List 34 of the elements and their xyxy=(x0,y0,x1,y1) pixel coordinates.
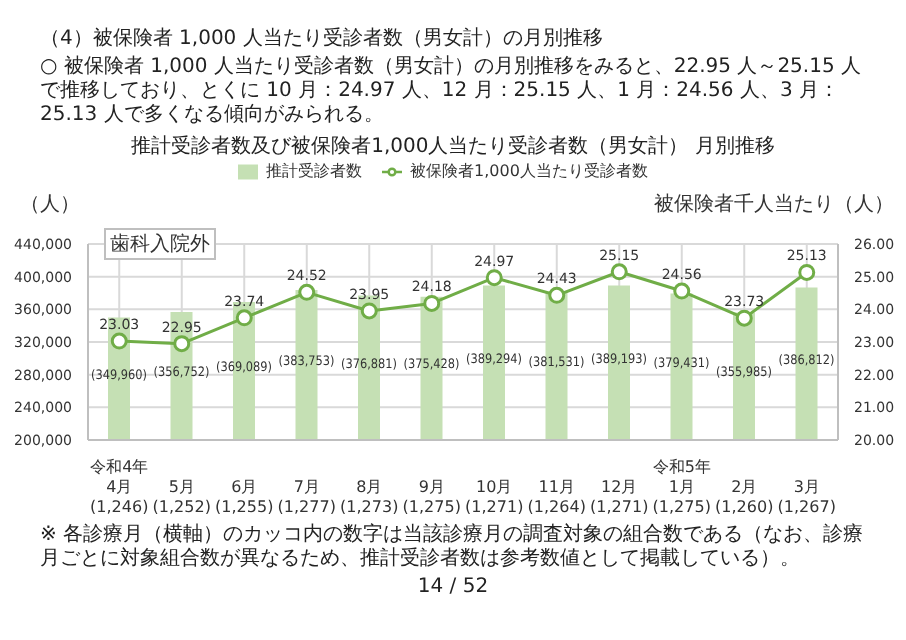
x-tick-label: 7月 (1,277) xyxy=(277,478,336,516)
text: （4）被保険者 1,000 人当たり受診者数（男女計）の月別推移 xyxy=(40,28,605,52)
x-tick-label: 12月 (1,271) xyxy=(590,478,649,516)
point xyxy=(235,309,253,327)
point xyxy=(548,286,566,304)
point xyxy=(423,294,441,312)
x-tick-label: 令和4年 4月 (1,246) xyxy=(90,458,149,516)
x-tick-label: 2月 (1,260) xyxy=(715,478,774,516)
x-tick-label: 11月 (1,264) xyxy=(527,478,586,516)
point xyxy=(735,309,753,327)
x-tick-label: 8月 (1,273) xyxy=(340,478,399,516)
x-tick-label: 10月 (1,271) xyxy=(465,478,524,516)
point xyxy=(798,263,816,281)
x-tick-label: 5月 (1,252) xyxy=(152,478,211,516)
point xyxy=(485,269,503,287)
y2-axis-title: 被保険者千人当たり（人） xyxy=(654,191,894,218)
text: ○ 被保険者 1,000 人当たり受診者数（男女計）の月別推移をみると、22.95 人～25.15 人で推移しており、とくに 10 月：24.97 人、12 月：25.15 人、1 月：24.56 人、3 月：25.13 人で多くなる傾向がみられる。 xyxy=(40,56,864,128)
annotation: 歯科入院外 xyxy=(104,228,216,260)
legend-label: 推計受診者数 xyxy=(266,162,363,180)
point xyxy=(360,302,378,320)
legend-label: 被保険者1,000人当たり受診者数 xyxy=(410,162,648,180)
point xyxy=(610,263,628,281)
chart-title: 推計受診者数及び被保険者1,000人当たり受診者数（男女計） 月別推移 xyxy=(129,136,777,160)
x-tick-label: 6月 (1,255) xyxy=(215,478,274,516)
x-tick-label: 令和5年 1月 (1,275) xyxy=(652,458,711,516)
text: 14 / 52 xyxy=(415,576,491,600)
x-tick-label: 3月 (1,267) xyxy=(777,478,836,516)
y-axis-title: （人） xyxy=(20,192,80,218)
text: ※ 各診療月（横軸）のカッコ内の数字は当該診療月の調査対象の組合数である（なお、診療月ごとに対象組合数が異なるため、推計受診者数は参考数値として掲載している）。 xyxy=(40,524,866,572)
point xyxy=(173,335,191,353)
point xyxy=(298,283,316,301)
x-tick-label: 9月 (1,275) xyxy=(402,478,461,516)
point xyxy=(673,282,691,300)
point xyxy=(110,332,128,350)
